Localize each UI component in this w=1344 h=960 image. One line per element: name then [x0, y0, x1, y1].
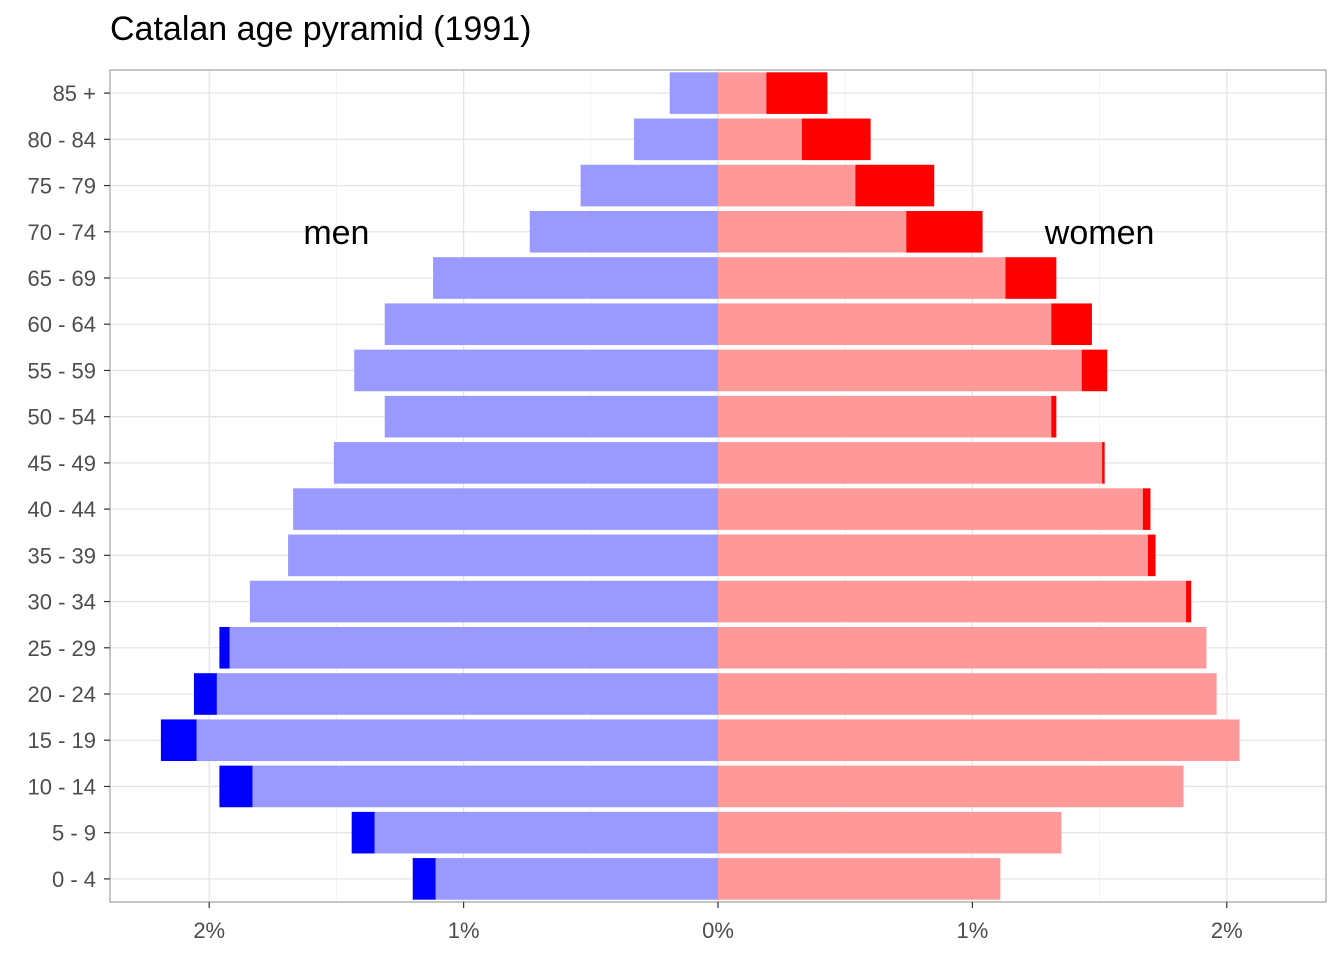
- y-tick-label: 20 - 24: [28, 682, 97, 707]
- y-tick-label: 60 - 64: [28, 312, 97, 337]
- bar-right-2-9: [718, 442, 1103, 484]
- bar-right-3-17: [766, 72, 828, 114]
- y-tick-label: 25 - 29: [28, 636, 97, 661]
- bar-right-3-7: [1147, 534, 1156, 577]
- men-label: men: [303, 214, 369, 252]
- x-tick-label: 0%: [702, 918, 734, 943]
- bar-right-3-8: [1142, 488, 1151, 530]
- bar-left-0-6: [249, 580, 718, 623]
- bar-left-0-14: [529, 210, 718, 253]
- x-axis: 2% 1% 0% 1% 2%: [193, 902, 1243, 943]
- bar-left-0-4: [216, 673, 718, 715]
- bar-left-0-5: [229, 626, 718, 669]
- bar-left-0-16: [634, 118, 718, 161]
- bar-left-1-5: [219, 626, 230, 669]
- bar-right-3-16: [801, 118, 871, 161]
- bar-right-3-11: [1081, 349, 1108, 392]
- bar-left-0-1: [374, 811, 718, 854]
- y-tick-label: 80 - 84: [28, 127, 97, 152]
- bar-left-0-8: [293, 488, 718, 530]
- x-tick-label: 2%: [1211, 918, 1243, 943]
- y-tick-label: 65 - 69: [28, 266, 97, 291]
- y-tick-label: 15 - 19: [28, 728, 97, 753]
- y-tick-label: 45 - 49: [28, 451, 97, 476]
- bar-right-3-10: [1051, 395, 1057, 438]
- bar-left-0-11: [354, 349, 718, 392]
- y-tick-label: 10 - 14: [28, 774, 97, 799]
- y-tick-label: 0 - 4: [52, 867, 96, 892]
- bar-left-1-4: [193, 673, 217, 715]
- bar-left-0-10: [384, 395, 718, 438]
- y-tick-label: 30 - 34: [28, 590, 97, 615]
- bar-right-3-6: [1186, 580, 1192, 623]
- bar-right-2-17: [718, 72, 767, 114]
- y-tick-label: 40 - 44: [28, 497, 97, 522]
- y-tick-label: 75 - 79: [28, 174, 97, 199]
- women-label: women: [1044, 214, 1155, 252]
- bar-left-0-3: [196, 719, 719, 762]
- bar-left-1-3: [160, 719, 197, 762]
- bar-left-1-1: [351, 811, 375, 854]
- bar-left-0-17: [669, 72, 718, 114]
- bar-right-3-14: [906, 210, 983, 253]
- y-axis: 0 - 4 5 - 9 10 - 14 15 - 19 20 - 24 25 - 29 30…: [28, 81, 110, 892]
- bar-left-1-2: [219, 765, 253, 808]
- bar-right-2-10: [718, 395, 1052, 438]
- bar-left-0-2: [252, 765, 718, 808]
- x-tick-label: 2%: [193, 918, 225, 943]
- y-tick-label: 50 - 54: [28, 405, 97, 430]
- bar-right-2-11: [718, 349, 1082, 392]
- bar-right-2-2: [718, 765, 1184, 808]
- bar-right-3-12: [1051, 303, 1092, 346]
- bar-right-2-15: [718, 164, 856, 207]
- y-tick-label: 55 - 59: [28, 358, 97, 383]
- bar-left-0-9: [333, 442, 718, 484]
- bar-right-2-8: [718, 488, 1143, 530]
- bar-right-2-16: [718, 118, 802, 161]
- bars-layer: [160, 72, 1240, 900]
- chart-title: Catalan age pyramid (1991): [110, 10, 532, 48]
- bar-right-2-3: [718, 719, 1240, 762]
- bar-left-0-12: [384, 303, 718, 346]
- bar-left-0-0: [435, 858, 718, 900]
- x-tick-label: 1%: [448, 918, 480, 943]
- y-tick-label: 85 +: [53, 81, 96, 106]
- bar-right-2-0: [718, 858, 1001, 900]
- bar-right-2-4: [718, 673, 1217, 715]
- bar-left-0-13: [433, 257, 718, 299]
- x-tick-label: 1%: [956, 918, 988, 943]
- y-tick-label: 70 - 74: [28, 220, 97, 245]
- bar-right-2-5: [718, 626, 1207, 669]
- y-tick-label: 35 - 39: [28, 543, 97, 568]
- y-tick-label: 5 - 9: [52, 821, 96, 846]
- bar-right-2-7: [718, 534, 1148, 577]
- bar-right-3-15: [855, 164, 935, 207]
- bar-right-2-6: [718, 580, 1187, 623]
- bar-right-3-9: [1102, 442, 1105, 484]
- bar-right-2-1: [718, 811, 1062, 854]
- bar-right-2-14: [718, 210, 907, 253]
- bar-right-2-13: [718, 257, 1006, 299]
- bar-left-1-0: [412, 858, 436, 900]
- bar-right-2-12: [718, 303, 1052, 346]
- bar-right-3-13: [1005, 257, 1057, 299]
- bar-left-0-15: [580, 164, 718, 207]
- bar-left-0-7: [288, 534, 718, 577]
